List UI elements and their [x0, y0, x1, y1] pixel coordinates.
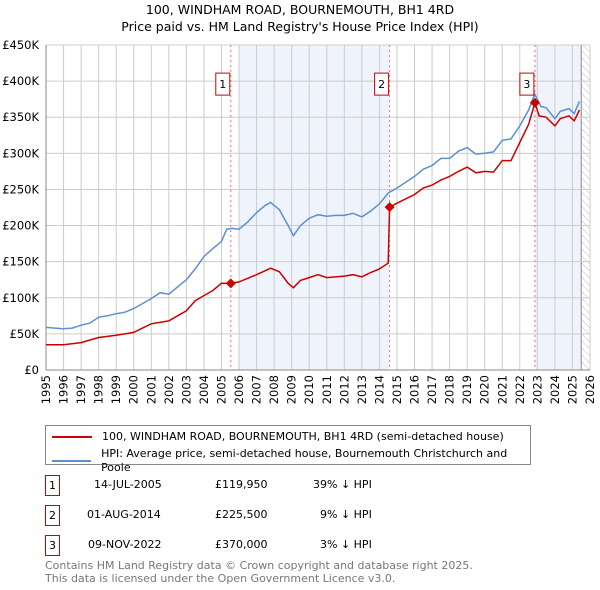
sale-price: £119,950 [215, 478, 268, 491]
x-tick-label: 2017 [425, 375, 439, 404]
sale-number: 2 [45, 505, 60, 526]
x-tick-label: 2012 [337, 375, 351, 404]
x-tick-label: 2002 [162, 375, 176, 404]
x-tick-label: 2022 [513, 375, 527, 404]
sale-number: 1 [45, 475, 60, 496]
forecast-hatch [581, 45, 590, 370]
y-tick-label: £400K [2, 74, 39, 88]
y-tick-label: £200K [2, 219, 39, 233]
x-tick-label: 2023 [530, 375, 544, 404]
x-tick-label: 1999 [109, 375, 123, 404]
x-tick-label: 2020 [478, 375, 492, 404]
sale-number: 3 [45, 535, 60, 556]
sale-hpi-diff: 3% ↓ HPI [320, 538, 372, 551]
y-tick-label: £0 [24, 363, 39, 377]
x-tick-label: 1997 [74, 375, 88, 404]
sale-date: 01-AUG-2014 [87, 508, 161, 521]
price-paid-line [46, 100, 581, 346]
x-tick-label: 1995 [39, 375, 53, 404]
x-tick-label: 2018 [443, 375, 457, 404]
x-tick-label: 2008 [267, 375, 281, 404]
sale-point [529, 97, 540, 108]
x-tick-label: 2025 [565, 375, 579, 404]
x-tick-label: 2021 [495, 375, 509, 404]
shaded-period [238, 45, 390, 370]
price-chart: 1995 1996 1997 1998 1999 2000 2001 2002 2003 2004… [2, 38, 597, 404]
x-tick-label: 1996 [57, 375, 71, 404]
legend-label: 100, WINDHAM ROAD, BOURNEMOUTH, BH1 4RD … [102, 430, 504, 443]
x-tick-label: 2007 [250, 375, 264, 404]
footer-copyright: Contains HM Land Registry data © Crown c… [45, 559, 473, 572]
x-tick-label: 1998 [92, 375, 106, 404]
x-tick-label: 2026 [583, 375, 597, 404]
y-tick-label: £450K [2, 38, 39, 52]
x-tick-label: 2024 [548, 375, 562, 404]
x-tick-label: 2001 [144, 375, 158, 404]
sale-label: 3 [523, 78, 530, 91]
x-tick-label: 2004 [197, 375, 211, 404]
sale-price: £225,500 [215, 508, 268, 521]
sale-date: 09-NOV-2022 [88, 538, 162, 551]
x-tick-label: 2014 [372, 375, 386, 404]
sale-label: 1 [219, 78, 226, 91]
sale-label-box [215, 72, 231, 96]
x-tick-label: 2019 [460, 375, 474, 404]
x-tick-label: 2009 [285, 375, 299, 404]
sale-hpi-diff: 39% ↓ HPI [313, 478, 372, 491]
x-tick-label: 2016 [408, 375, 422, 404]
y-tick-label: £350K [2, 110, 39, 124]
sale-label-box [519, 72, 535, 96]
sale-label: 2 [378, 78, 385, 91]
y-tick-label: £300K [2, 146, 39, 160]
footer-licence: This data is licensed under the Open Gov… [45, 572, 396, 585]
chart-subtitle: Price paid vs. HM Land Registry's House … [121, 19, 479, 34]
sale-point [384, 202, 395, 213]
x-tick-label: 2015 [390, 375, 404, 404]
legend-label: HPI: Average price, semi-detached house,… [101, 447, 508, 474]
sale-label-box [374, 72, 390, 96]
legend-swatch-red [52, 436, 92, 438]
x-tick-label: 2003 [179, 375, 193, 404]
y-tick-label: £150K [2, 255, 39, 269]
shaded-period [534, 45, 582, 370]
x-tick-label: 2011 [320, 375, 334, 404]
sale-hpi-diff: 9% ↓ HPI [320, 508, 372, 521]
legend: 100, WINDHAM ROAD, BOURNEMOUTH, BH1 4RD … [45, 425, 531, 474]
x-tick-label: 2013 [355, 375, 369, 404]
hpi-line [45, 92, 581, 330]
legend-swatch-blue [52, 460, 92, 462]
x-tick-label: 2005 [214, 375, 228, 404]
x-tick-label: 2006 [232, 375, 246, 404]
legend-item-property: 100, WINDHAM ROAD, BOURNEMOUTH, BH1 4RD … [52, 430, 504, 444]
legend-item-hpi: HPI: Average price, semi-detached house,… [52, 447, 530, 475]
x-tick-label: 2010 [302, 375, 316, 404]
y-tick-label: £100K [2, 291, 39, 305]
sale-point [225, 278, 236, 289]
sale-price: £370,000 [215, 538, 268, 551]
chart-title: 100, WINDHAM ROAD, BOURNEMOUTH, BH1 4RD [145, 2, 455, 17]
x-tick-label: 2000 [127, 375, 141, 404]
y-tick-label: £250K [2, 182, 39, 196]
y-tick-label: £50K [10, 327, 40, 341]
sale-date: 14-JUL-2005 [94, 478, 162, 491]
